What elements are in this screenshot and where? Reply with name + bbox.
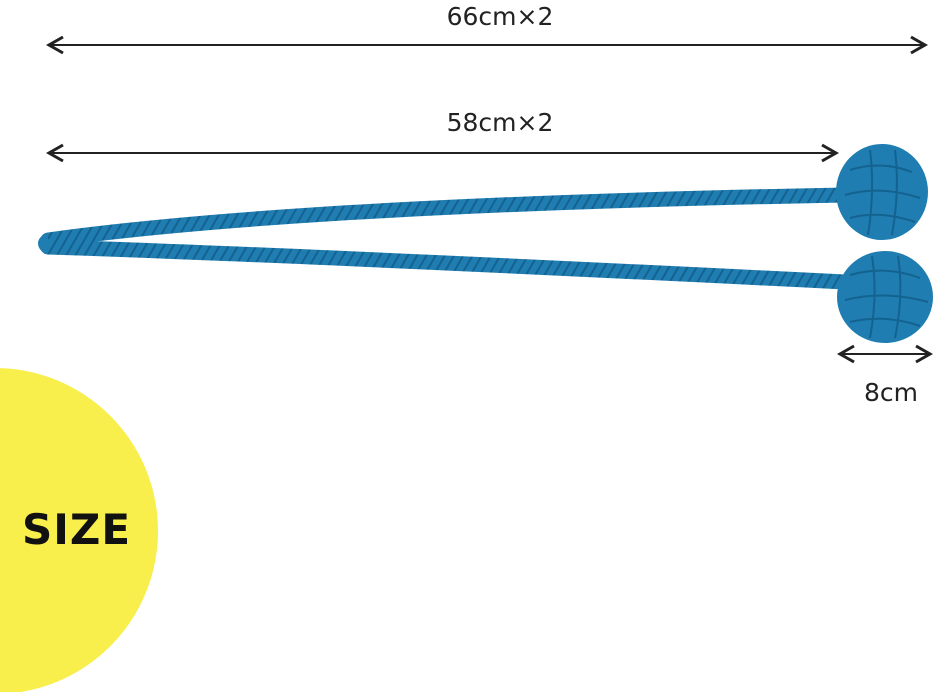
ball-diameter-label: 8cm — [863, 378, 919, 407]
rope-length-label: 58cm×2 — [446, 108, 554, 137]
size-badge-label: SIZE — [22, 505, 132, 554]
knot-ball-top — [836, 144, 928, 240]
rope — [38, 187, 853, 290]
knot-ball-bottom — [837, 251, 933, 343]
size-badge-circle — [0, 368, 158, 692]
total-length-label: 66cm×2 — [446, 2, 554, 31]
